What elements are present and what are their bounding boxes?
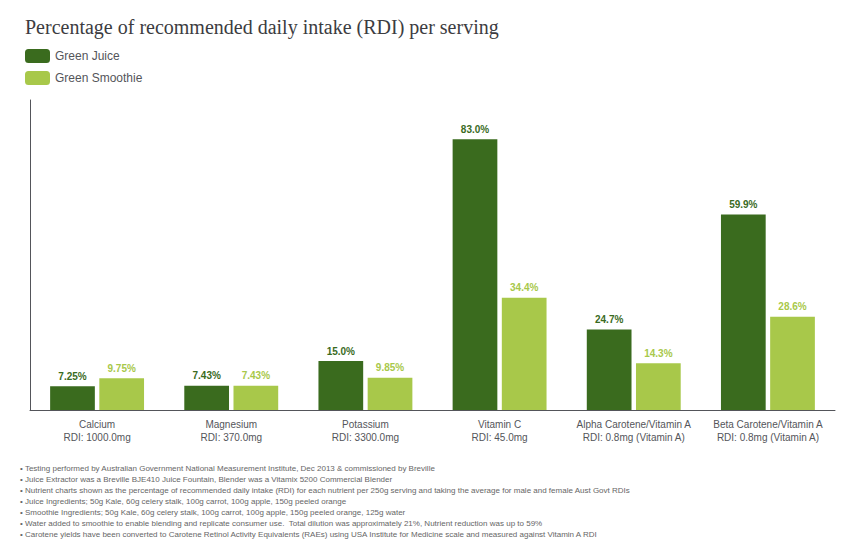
- svg-text:• Nutrient charts shown as the: • Nutrient charts shown as the percentag…: [20, 486, 630, 495]
- svg-text:Magnesium: Magnesium: [205, 419, 257, 430]
- svg-text:83.0%: 83.0%: [461, 124, 489, 135]
- svg-text:9.75%: 9.75%: [108, 363, 136, 374]
- svg-text:RDI: 45.0mg: RDI: 45.0mg: [472, 432, 528, 443]
- svg-text:• Smoothie Ingredients; 50g Ka: • Smoothie Ingredients; 50g Kale, 60g ce…: [20, 508, 406, 517]
- svg-text:• Water added to smoothie to e: • Water added to smoothie to enable blen…: [20, 519, 542, 528]
- svg-text:14.3%: 14.3%: [644, 348, 672, 359]
- svg-text:24.7%: 24.7%: [595, 314, 623, 325]
- svg-text:Green Smoothie: Green Smoothie: [55, 71, 143, 85]
- svg-text:Vitamin C: Vitamin C: [478, 419, 521, 430]
- svg-text:Alpha Carotene/Vitamin A: Alpha Carotene/Vitamin A: [577, 419, 692, 430]
- svg-text:RDI: 0.8mg (Vitamin A): RDI: 0.8mg (Vitamin A): [717, 432, 819, 443]
- svg-text:Green Juice: Green Juice: [55, 49, 120, 63]
- svg-text:34.4%: 34.4%: [510, 282, 538, 293]
- svg-text:59.9%: 59.9%: [729, 199, 757, 210]
- svg-text:7.25%: 7.25%: [58, 371, 86, 382]
- svg-text:RDI: 1000.0mg: RDI: 1000.0mg: [63, 432, 130, 443]
- svg-text:9.85%: 9.85%: [376, 362, 404, 373]
- svg-text:Potassium: Potassium: [342, 419, 389, 430]
- svg-text:Calcium: Calcium: [79, 419, 115, 430]
- svg-text:Beta Carotene/Vitamin A: Beta Carotene/Vitamin A: [713, 419, 823, 430]
- svg-text:• Carotene yields have been co: • Carotene yields have been converted to…: [20, 530, 597, 539]
- svg-text:• Juice Ingredients; 50g Kale,: • Juice Ingredients; 50g Kale, 60g celer…: [20, 497, 347, 506]
- svg-text:7.43%: 7.43%: [192, 370, 220, 381]
- svg-text:Percentage of recommended dail: Percentage of recommended daily intake (…: [25, 16, 499, 39]
- svg-text:28.6%: 28.6%: [778, 301, 806, 312]
- svg-text:7.43%: 7.43%: [242, 370, 270, 381]
- svg-text:• Testing performed by Austral: • Testing performed by Australian Govern…: [20, 464, 435, 473]
- svg-text:RDI: 3300.0mg: RDI: 3300.0mg: [332, 432, 399, 443]
- svg-text:RDI: 0.8mg (Vitamin A): RDI: 0.8mg (Vitamin A): [583, 432, 685, 443]
- svg-text:RDI: 370.0mg: RDI: 370.0mg: [200, 432, 262, 443]
- svg-text:15.0%: 15.0%: [327, 346, 355, 357]
- svg-text:• Juice Extractor was a Brevil: • Juice Extractor was a Breville BJE410 …: [20, 475, 392, 484]
